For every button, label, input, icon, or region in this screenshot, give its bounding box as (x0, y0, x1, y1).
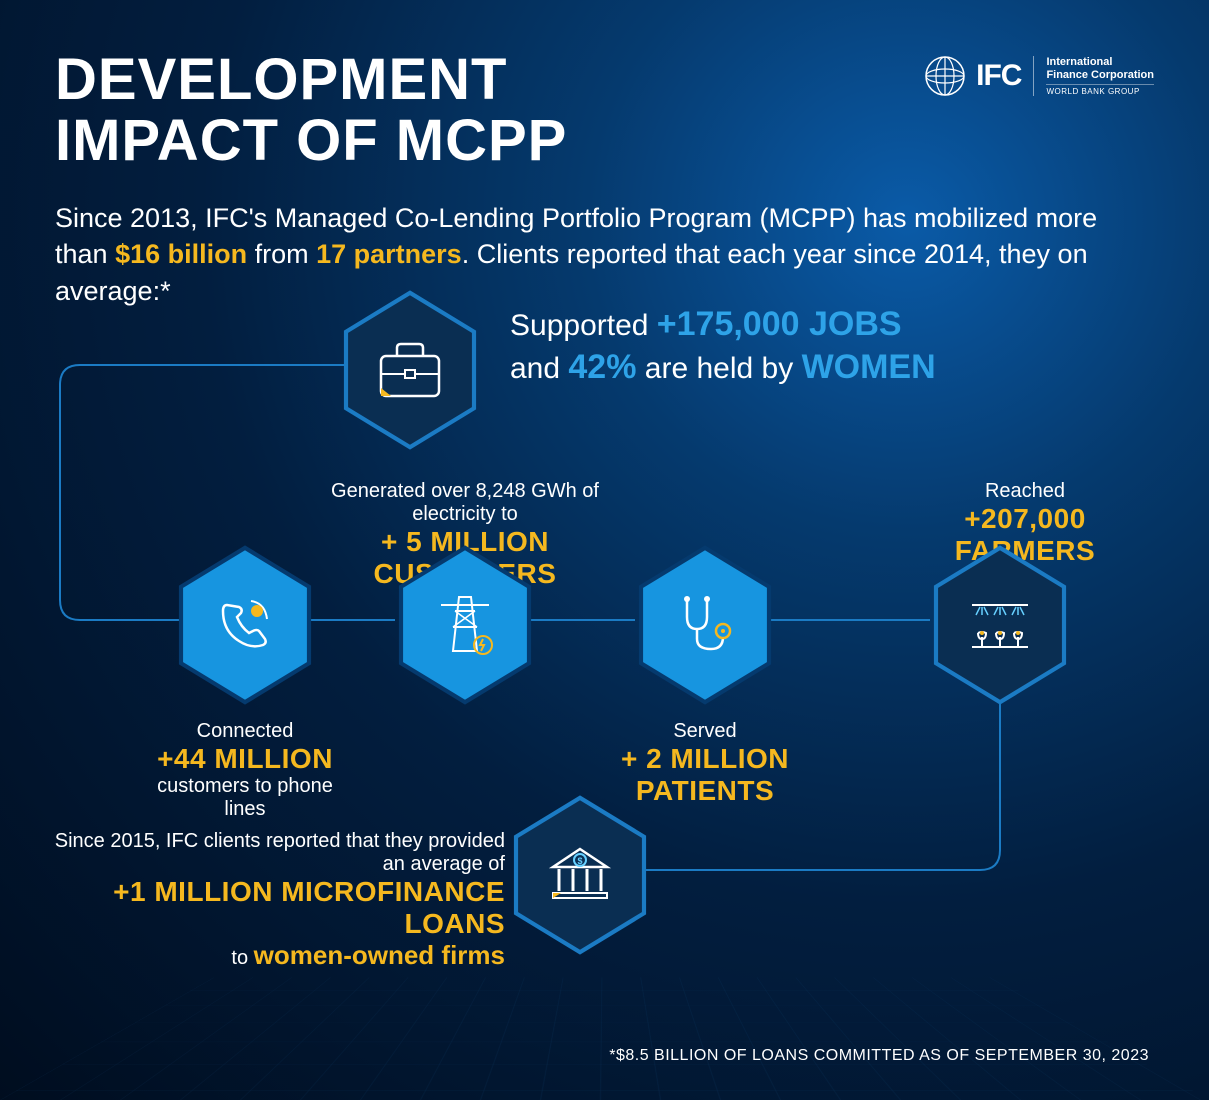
logo-subtitle: International Finance Corporation WORLD … (1046, 56, 1154, 97)
jobs-prefix: Supported (510, 309, 657, 342)
micro-line3: to women-owned firms (35, 940, 505, 971)
intro-text: Since 2013, IFC's Managed Co-Lending Por… (55, 200, 1154, 309)
stethoscope-icon (675, 593, 735, 657)
stat-microfinance: Since 2015, IFC clients reported that th… (35, 830, 505, 971)
phone-icon (213, 593, 277, 657)
phone-prefix: Connected (155, 720, 335, 743)
globe-icon (924, 55, 966, 97)
hex-farmers (930, 545, 1070, 705)
intro-partners: 17 partners (316, 239, 462, 269)
stat-jobs: Supported +175,000 JOBS and 42% are held… (510, 305, 936, 387)
footnote: *$8.5 BILLION OF LOANS COMMITTED AS OF S… (609, 1047, 1149, 1065)
jobs-heldby: are held by (636, 352, 801, 385)
jobs-women: WOMEN (802, 348, 936, 386)
hex-phone (175, 545, 315, 705)
briefcase-icon (375, 340, 445, 400)
tower-icon (433, 591, 497, 659)
logo-sub-line3: WORLD BANK GROUP (1046, 84, 1154, 97)
jobs-pct: 42% (568, 348, 636, 386)
micro-to: to (231, 947, 253, 969)
svg-text:$: $ (577, 856, 582, 866)
stat-phone: Connected +44 MILLION customers to phone… (155, 720, 335, 821)
jobs-and: and (510, 352, 568, 385)
logo-sub-line2: Finance Corporation (1046, 69, 1154, 82)
phone-value: +44 MILLION (155, 743, 335, 775)
hex-jobs (340, 290, 480, 450)
phone-suffix: customers to phone lines (155, 775, 335, 821)
title-line-1: DEVELOPMENT (55, 47, 508, 112)
farmers-prefix: Reached (895, 480, 1155, 503)
main-title: DEVELOPMENT IMPACT OF MCPP (55, 50, 567, 172)
hex-patients (635, 545, 775, 705)
main-container: DEVELOPMENT IMPACT OF MCPP IFC Internati… (0, 0, 1209, 1100)
logo-text-block: IFC International Finance Corporation WO… (976, 56, 1154, 97)
jobs-value: +175,000 JOBS (657, 305, 902, 343)
logo-sub-line1: International (1046, 56, 1154, 69)
elec-prefix: Generated over 8,248 GWh of electricity … (305, 480, 625, 526)
micro-prefix: Since 2015, IFC clients reported that th… (35, 830, 505, 876)
logo-ifc-text: IFC (976, 59, 1021, 93)
bank-icon: $ (547, 845, 613, 905)
logo-divider (1033, 56, 1034, 96)
stat-jobs-line1: Supported +175,000 JOBS (510, 305, 936, 344)
intro-part2: from (247, 239, 316, 269)
farm-icon (966, 597, 1034, 653)
intro-amount: $16 billion (115, 239, 247, 269)
header: DEVELOPMENT IMPACT OF MCPP IFC Internati… (55, 50, 1154, 172)
stat-jobs-line2: and 42% are held by WOMEN (510, 348, 936, 387)
micro-value: +1 MILLION MICROFINANCE LOANS (35, 876, 505, 940)
stat-patients: Served + 2 MILLION PATIENTS (620, 720, 790, 807)
ifc-logo: IFC International Finance Corporation WO… (924, 55, 1154, 97)
patients-prefix: Served (620, 720, 790, 743)
title-line-2: IMPACT OF MCPP (55, 108, 567, 173)
hex-microfinance: $ (510, 795, 650, 955)
hex-electricity (395, 545, 535, 705)
micro-target: women-owned firms (254, 940, 505, 970)
patients-value: + 2 MILLION (620, 743, 790, 775)
